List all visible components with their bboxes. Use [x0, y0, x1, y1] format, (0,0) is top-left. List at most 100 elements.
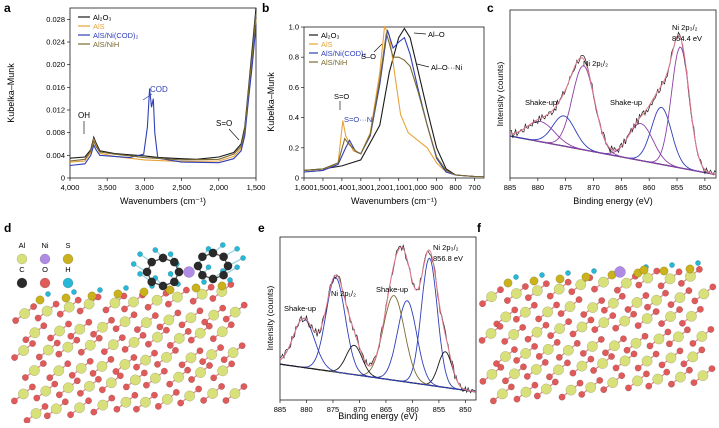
s-atom	[191, 283, 201, 293]
o-atom	[67, 332, 75, 340]
o-atom	[95, 334, 103, 342]
panel-label-b: b	[262, 1, 269, 15]
o-atom	[696, 305, 704, 313]
al-atom	[520, 386, 532, 398]
panel-e-xlabel: Binding energy (eV)	[338, 411, 418, 421]
o-atom	[643, 370, 650, 378]
h-atom	[137, 271, 143, 277]
c-atom	[219, 270, 229, 280]
al-atom	[653, 333, 665, 345]
al-atom	[83, 380, 95, 392]
annotation-b-al-o-ni: Al–O···Ni	[431, 63, 463, 72]
o-atom	[541, 358, 549, 366]
o-atom	[591, 285, 598, 293]
o-atom	[709, 283, 717, 291]
h-atom	[591, 268, 597, 274]
al-atom	[19, 308, 31, 320]
o-atom	[542, 280, 550, 288]
annotation-b-s-o-single-arrow	[373, 43, 383, 53]
o-atom	[107, 355, 115, 363]
o-atom	[132, 405, 140, 413]
al-atom	[128, 336, 140, 348]
o-atom	[188, 376, 196, 383]
annotation-c-ni-2p32: Ni 2p₃/₂	[672, 23, 698, 32]
legend-atom-al	[16, 253, 28, 265]
x-tick-label: 3,000	[135, 183, 154, 192]
o-atom	[497, 363, 505, 371]
legend-atom-c	[16, 277, 28, 289]
al-atom	[619, 315, 631, 327]
panel-a-ticks: 4,000 3,500 3,000 2,500 2,000 1,500 0 0.004 0.00…	[46, 15, 265, 192]
al-atom	[216, 326, 228, 338]
o-atom	[55, 391, 63, 399]
o-atom	[65, 320, 73, 328]
o-atom	[144, 303, 152, 311]
o-atom	[131, 391, 139, 399]
h-atom	[123, 285, 129, 291]
o-atom	[47, 334, 55, 342]
h-atom	[695, 260, 701, 266]
h-atom	[227, 277, 233, 283]
panel-c-plot-frame	[509, 9, 717, 179]
o-atom	[590, 367, 597, 374]
y-tick-label: 1.0	[289, 23, 299, 32]
o-atom	[30, 303, 38, 311]
o-atom	[182, 286, 190, 294]
panel-a-plot-frame	[69, 7, 257, 179]
al-atom	[598, 276, 609, 288]
annotation-b-s-o-single: S–O	[361, 52, 376, 61]
annotation-oh: OH	[78, 111, 90, 120]
o-atom	[178, 361, 186, 369]
al-atom	[641, 313, 653, 325]
o-atom	[144, 340, 152, 348]
c-atom	[158, 281, 168, 291]
al-atom	[620, 277, 632, 289]
o-atom	[90, 408, 98, 416]
al-atom	[194, 327, 206, 339]
o-atom	[524, 294, 532, 302]
al-atom	[184, 390, 196, 402]
o-atom	[587, 316, 595, 324]
o-atom	[219, 304, 227, 312]
o-atom	[100, 348, 108, 356]
xps-component-5	[509, 120, 717, 176]
o-atom	[210, 374, 218, 382]
legend-b-text-als-nicod: AlS/Ni(COD)₂	[321, 49, 366, 58]
o-atom	[130, 311, 138, 319]
o-atom	[205, 322, 213, 330]
s-atom	[555, 274, 565, 284]
al-atom	[485, 327, 497, 339]
o-atom	[690, 379, 698, 387]
x-tick-label: 860	[406, 405, 419, 414]
o-atom	[479, 300, 486, 308]
o-atom	[564, 278, 572, 286]
o-atom	[558, 393, 566, 401]
legend-b-text-als: AlS	[321, 40, 333, 49]
panel-b-series	[303, 25, 484, 178]
o-atom	[77, 348, 85, 356]
h-atom	[130, 261, 137, 267]
al-atom	[554, 323, 566, 335]
panel-label-f: f	[477, 221, 482, 235]
x-tick-label: 855	[433, 405, 446, 414]
o-atom	[677, 279, 685, 287]
series-line-3	[69, 13, 257, 162]
al-atom	[564, 301, 576, 313]
legend-atom-label: Ni	[41, 241, 48, 250]
al-atom	[520, 347, 532, 359]
o-atom	[685, 366, 693, 374]
al-atom	[62, 382, 74, 394]
annotation-c-ni-2p12: Ni 2p₁/₂	[583, 59, 608, 68]
x-tick-label: 1,400	[333, 183, 352, 192]
o-atom	[73, 377, 81, 385]
o-atom	[598, 297, 606, 304]
h-atom	[205, 245, 212, 252]
s-atom	[529, 276, 539, 286]
c-atom	[208, 274, 218, 284]
al-atom	[28, 365, 40, 376]
xps-component-1	[279, 351, 477, 393]
al-atom	[697, 370, 709, 382]
o-atom	[644, 303, 651, 311]
legend-atom-h	[62, 277, 74, 289]
o-atom	[10, 397, 18, 405]
